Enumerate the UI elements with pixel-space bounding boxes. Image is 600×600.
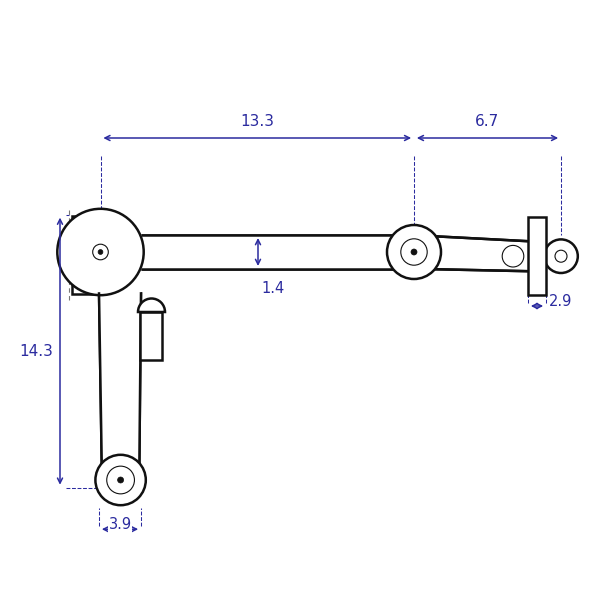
Circle shape bbox=[387, 225, 441, 279]
Circle shape bbox=[555, 250, 567, 262]
Text: 2.9: 2.9 bbox=[550, 294, 572, 309]
Polygon shape bbox=[414, 235, 528, 271]
Bar bbox=[140, 235, 414, 269]
Text: 1.4: 1.4 bbox=[261, 281, 284, 296]
Text: 14.3: 14.3 bbox=[19, 344, 53, 359]
Circle shape bbox=[93, 244, 108, 260]
Circle shape bbox=[401, 239, 427, 265]
Circle shape bbox=[502, 245, 524, 267]
Wedge shape bbox=[138, 298, 165, 312]
Circle shape bbox=[58, 209, 144, 295]
Circle shape bbox=[544, 239, 578, 273]
Circle shape bbox=[95, 455, 146, 505]
Text: 6.7: 6.7 bbox=[475, 114, 500, 129]
Circle shape bbox=[98, 250, 103, 254]
Circle shape bbox=[411, 249, 417, 255]
Circle shape bbox=[107, 466, 134, 494]
Circle shape bbox=[118, 477, 124, 483]
Bar bbox=[72, 216, 117, 294]
Polygon shape bbox=[99, 292, 141, 480]
Bar bbox=[140, 312, 162, 360]
Bar bbox=[528, 217, 546, 295]
Text: 13.3: 13.3 bbox=[240, 114, 274, 129]
Text: 3.9: 3.9 bbox=[109, 517, 131, 532]
